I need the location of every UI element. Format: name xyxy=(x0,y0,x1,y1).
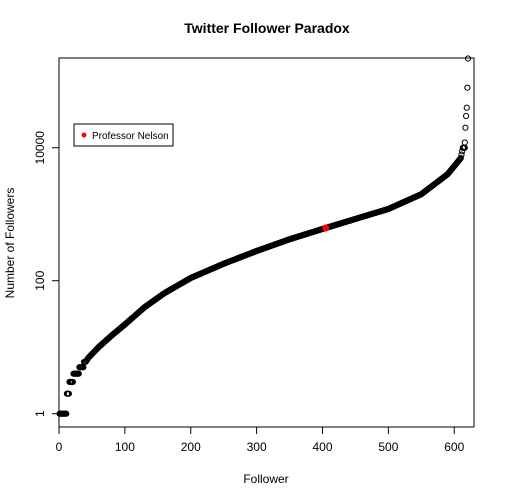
x-axis-label: Follower xyxy=(243,472,288,486)
x-tick-label-300: 300 xyxy=(247,440,267,454)
y-tick-label-100: 100 xyxy=(33,270,47,290)
x-axis: 0 100 200 300 400 500 600 xyxy=(56,427,465,454)
x-tick-label-100: 100 xyxy=(115,440,135,454)
data-point xyxy=(457,154,464,162)
x-tick-label-500: 500 xyxy=(378,440,398,454)
data-point-outlier xyxy=(463,104,470,111)
data-point-outlier xyxy=(462,112,470,120)
legend: Professor Nelson xyxy=(73,123,174,147)
data-point xyxy=(75,370,82,377)
x-tick-label-600: 600 xyxy=(444,440,464,454)
x-tick-label-200: 200 xyxy=(181,440,201,454)
x-tick-label-400: 400 xyxy=(312,440,332,454)
legend-label-professor-nelson: Professor Nelson xyxy=(92,131,169,142)
legend-box xyxy=(73,123,174,147)
data-points xyxy=(56,55,472,417)
data-point xyxy=(63,410,70,417)
data-point-outlier xyxy=(461,139,468,146)
y-tick-label-10000: 10000 xyxy=(33,131,47,165)
data-point-outlier xyxy=(462,124,469,131)
y-axis: 1 100 10000 xyxy=(33,131,59,417)
x-tick-label-0: 0 xyxy=(56,440,63,454)
data-point xyxy=(456,156,463,163)
y-tick-label-1: 1 xyxy=(33,410,47,417)
data-point xyxy=(457,155,464,162)
chart-title: Twitter Follower Paradox xyxy=(184,20,350,36)
legend-marker-professor-nelson xyxy=(81,132,87,138)
plot-area-frame xyxy=(58,57,475,428)
data-point-professor-nelson xyxy=(322,224,330,232)
data-point xyxy=(65,390,72,397)
y-axis-label: Number of Followers xyxy=(3,188,17,299)
data-point-outlier xyxy=(464,55,472,62)
data-point xyxy=(69,378,76,386)
data-point xyxy=(458,151,465,158)
data-point-outlier xyxy=(464,84,471,91)
